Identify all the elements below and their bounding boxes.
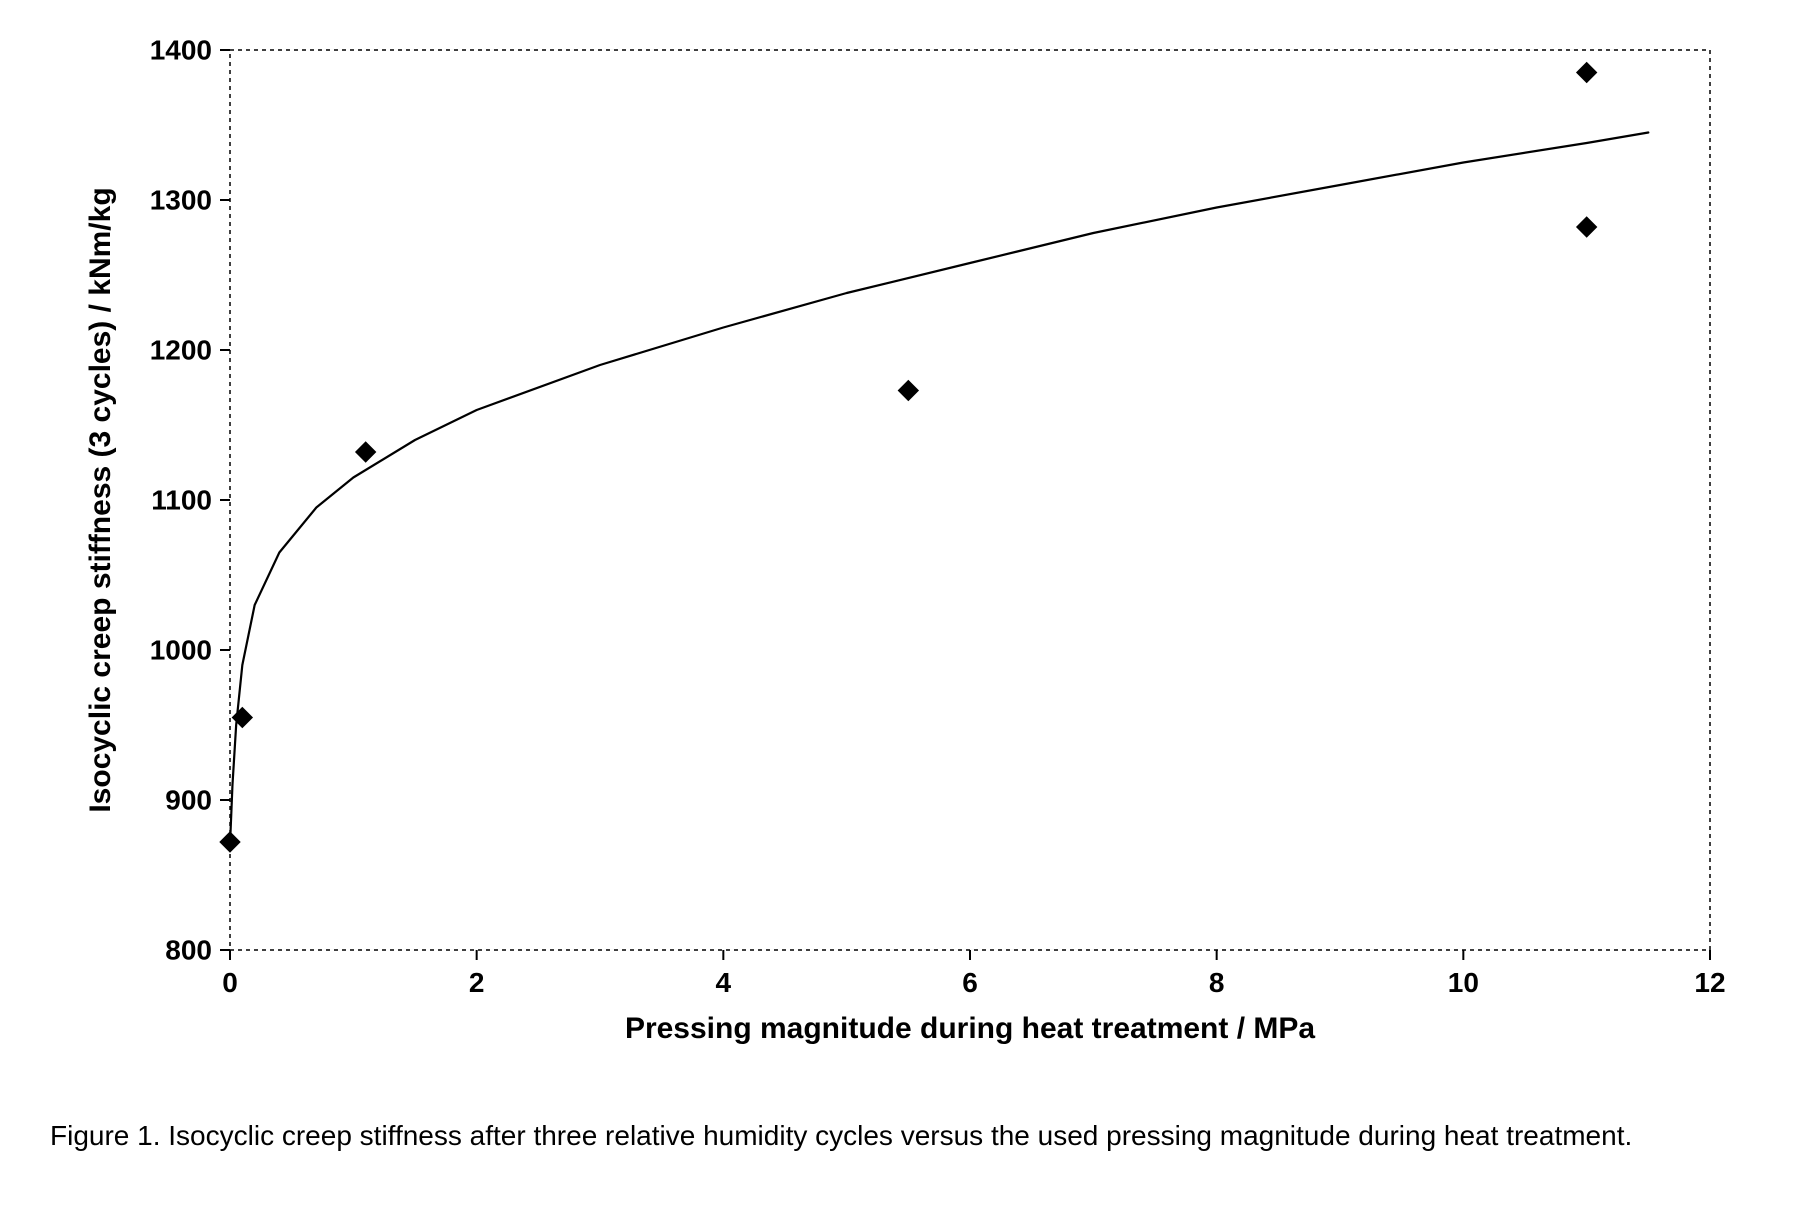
y-tick-label: 1400 (150, 34, 212, 65)
y-tick-label: 900 (165, 784, 212, 815)
x-tick-label: 4 (716, 967, 732, 998)
figure-container: 0 2 4 6 8 10 12 800 900 1000 1100 1200 1300 1400 Press… (50, 20, 1765, 1154)
x-axis-label: Pressing magnitude during heat treatment… (625, 1012, 1315, 1045)
y-tick-label: 1100 (151, 484, 212, 515)
y-tick-label: 1000 (150, 634, 212, 665)
y-tick-label: 800 (165, 934, 212, 965)
x-tick-label: 6 (962, 967, 978, 998)
scatter-chart: 0 2 4 6 8 10 12 800 900 1000 1100 1200 1300 1400 Press… (50, 20, 1750, 1100)
x-tick-label: 10 (1448, 967, 1479, 998)
x-tick-label: 8 (1209, 967, 1225, 998)
y-tick-label: 1300 (150, 184, 212, 215)
y-tick-label: 1200 (150, 334, 212, 365)
y-axis-label: Isocyclic creep stiffness (3 cycles) / k… (84, 187, 117, 812)
x-tick-label: 12 (1694, 967, 1725, 998)
x-tick-label: 2 (469, 967, 485, 998)
figure-caption: Figure 1. Isocyclic creep stiffness afte… (50, 1118, 1750, 1154)
x-tick-label: 0 (222, 967, 238, 998)
